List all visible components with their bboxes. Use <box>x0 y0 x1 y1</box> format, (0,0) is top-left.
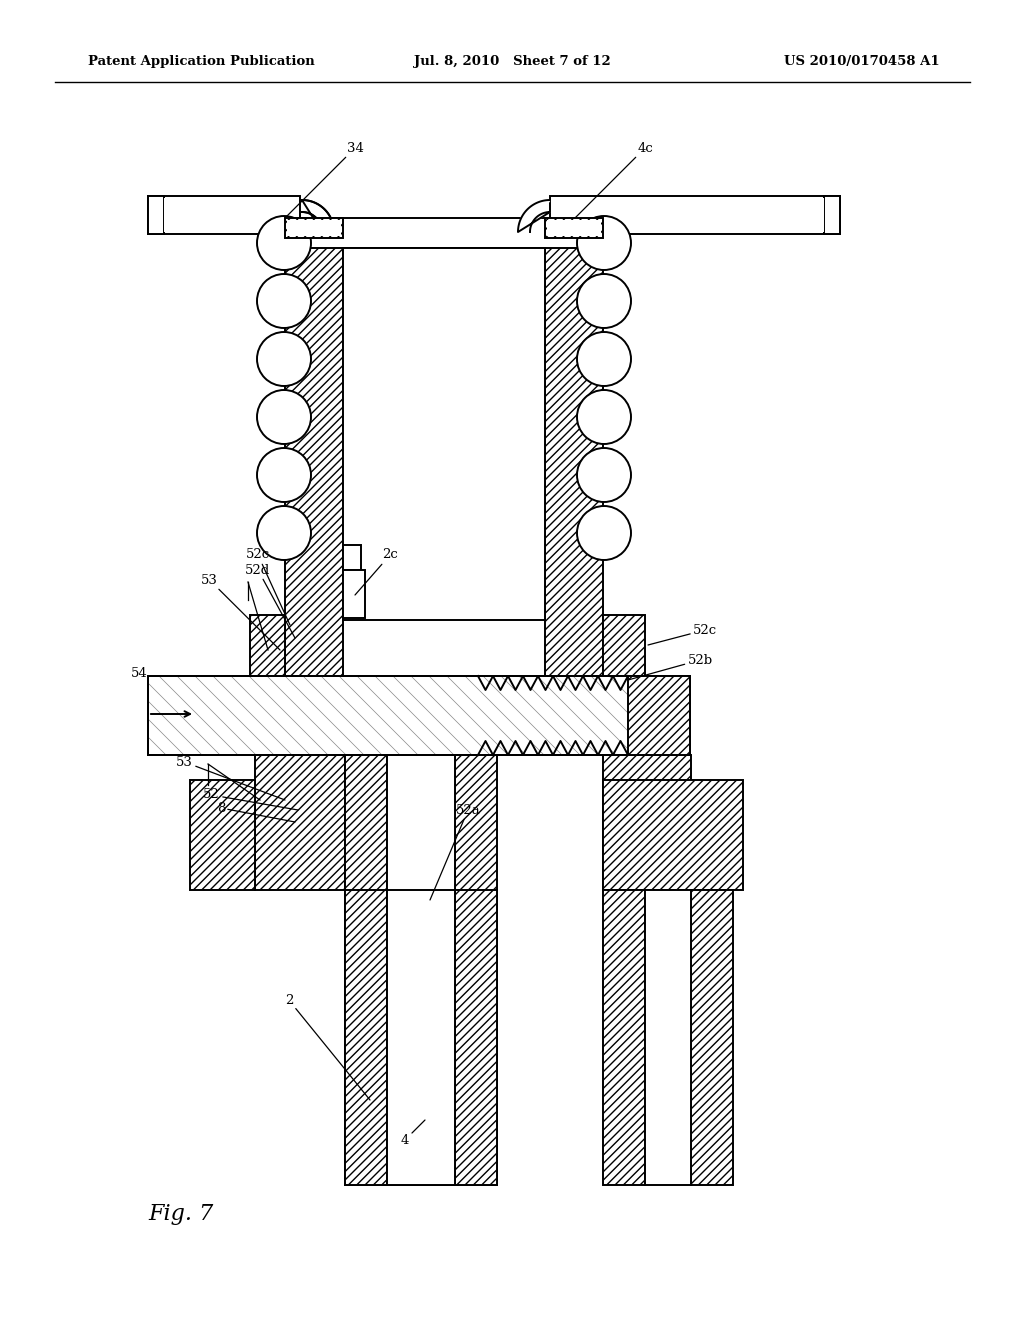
Bar <box>824 195 840 234</box>
Text: 4c: 4c <box>575 141 653 218</box>
Bar <box>547 220 601 236</box>
Circle shape <box>577 389 631 444</box>
Text: 34: 34 <box>285 141 364 218</box>
Text: Patent Application Publication: Patent Application Publication <box>88 55 314 69</box>
Bar <box>148 676 690 755</box>
Bar <box>285 218 343 680</box>
Text: Jul. 8, 2010   Sheet 7 of 12: Jul. 8, 2010 Sheet 7 of 12 <box>414 55 610 69</box>
Circle shape <box>577 333 631 385</box>
Bar <box>255 755 345 890</box>
Circle shape <box>577 216 631 271</box>
Bar <box>190 780 255 890</box>
Text: 52: 52 <box>203 788 298 810</box>
Bar <box>164 198 298 232</box>
Bar <box>148 676 690 755</box>
Text: 2: 2 <box>285 994 370 1100</box>
Bar <box>545 218 603 238</box>
Text: 52a: 52a <box>430 804 480 900</box>
Text: 53: 53 <box>201 573 280 649</box>
Bar <box>345 755 387 1185</box>
Bar <box>603 615 645 680</box>
Bar <box>603 890 645 1185</box>
Text: 8: 8 <box>217 801 295 822</box>
Bar <box>691 890 733 1185</box>
Circle shape <box>257 275 311 327</box>
Bar <box>343 545 361 570</box>
Bar <box>148 195 164 234</box>
Bar <box>645 890 691 1185</box>
Circle shape <box>577 447 631 502</box>
Bar <box>603 780 743 890</box>
Polygon shape <box>302 201 334 232</box>
Text: 52c: 52c <box>246 549 290 624</box>
Circle shape <box>577 275 631 327</box>
Circle shape <box>257 447 311 502</box>
Text: 54: 54 <box>131 667 148 680</box>
Bar <box>550 195 840 234</box>
Text: US 2010/0170458 A1: US 2010/0170458 A1 <box>784 55 940 69</box>
Bar <box>148 195 300 234</box>
Text: Fig. 7: Fig. 7 <box>148 1203 213 1225</box>
Bar <box>345 890 387 1185</box>
Text: 4: 4 <box>400 1119 425 1147</box>
Text: 2c: 2c <box>355 549 398 595</box>
Text: 52c: 52c <box>648 623 717 645</box>
Bar <box>287 220 341 236</box>
Bar <box>343 570 365 618</box>
Bar <box>455 755 497 1185</box>
Circle shape <box>257 506 311 560</box>
Circle shape <box>257 216 311 271</box>
Bar <box>552 198 824 232</box>
Bar <box>387 755 455 1185</box>
Bar <box>628 676 690 755</box>
Text: 52b: 52b <box>628 653 713 680</box>
Circle shape <box>257 333 311 385</box>
Bar <box>285 218 605 248</box>
Text: 52d: 52d <box>246 564 295 638</box>
Text: 53: 53 <box>176 755 285 800</box>
Bar <box>455 890 497 1185</box>
Bar <box>387 890 455 1185</box>
Circle shape <box>577 506 631 560</box>
Bar <box>343 248 545 620</box>
Circle shape <box>257 389 311 444</box>
Bar <box>285 218 343 238</box>
Bar <box>250 615 285 680</box>
Polygon shape <box>518 201 550 232</box>
Bar <box>545 218 603 680</box>
Bar <box>603 755 691 890</box>
